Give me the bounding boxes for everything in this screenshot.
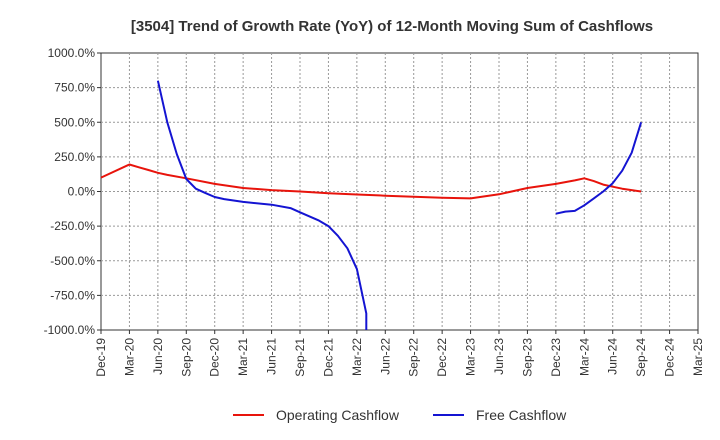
legend: Operating Cashflow Free Cashflow (233, 407, 567, 423)
y-tick-label: 500.0% (54, 115, 95, 129)
x-tick-label: Dec-20 (208, 338, 222, 377)
x-tick-label: Dec-22 (435, 338, 449, 377)
x-tick-label: Dec-19 (94, 338, 108, 377)
x-axis-ticks: Dec-19 Mar-20 Jun-20 Sep-20 Dec-20 Mar-21 Jun-… (94, 330, 705, 377)
y-tick-label: -1000.0% (44, 323, 96, 337)
x-tick-label: Sep-21 (293, 338, 307, 377)
y-tick-label: -500.0% (50, 254, 95, 268)
y-tick-label: 750.0% (54, 81, 95, 95)
y-tick-label: -250.0% (50, 219, 95, 233)
y-tick-label: 0.0% (68, 185, 96, 199)
x-tick-label: Jun-21 (265, 338, 279, 375)
y-tick-label: 1000.0% (48, 46, 96, 60)
series-line (156, 80, 368, 330)
chart-title: [3504] Trend of Growth Rate (YoY) of 12-… (131, 18, 653, 35)
y-axis-ticks: 1000.0% 750.0% 500.0% 250.0% 0.0% -250.0% -500… (44, 46, 101, 337)
y-tick-label: -750.0% (50, 288, 95, 302)
x-tick-label: Dec-24 (663, 338, 677, 377)
x-tick-label: Dec-23 (549, 338, 563, 377)
series-line (100, 163, 642, 200)
x-tick-label: Jun-23 (492, 338, 506, 375)
legend-label: Free Cashflow (476, 407, 567, 423)
x-tick-label: Sep-22 (407, 338, 421, 377)
x-tick-label: Jun-22 (378, 338, 392, 375)
x-tick-label: Sep-20 (179, 338, 193, 377)
gridlines (101, 53, 698, 330)
x-tick-label: Sep-24 (634, 338, 648, 377)
x-tick-label: Mar-25 (691, 338, 705, 376)
x-tick-label: Mar-22 (350, 338, 364, 376)
series-line (555, 122, 643, 215)
legend-label: Operating Cashflow (276, 407, 400, 423)
x-tick-label: Jun-20 (151, 338, 165, 375)
y-tick-label: 250.0% (54, 150, 95, 164)
x-tick-label: Jun-24 (606, 338, 620, 375)
x-tick-label: Mar-24 (577, 338, 591, 376)
x-tick-label: Sep-23 (520, 338, 534, 377)
x-tick-label: Dec-21 (321, 338, 335, 377)
x-tick-label: Mar-21 (236, 338, 250, 376)
series-layer (100, 80, 643, 330)
x-tick-label: Mar-20 (122, 338, 136, 376)
x-tick-label: Mar-23 (464, 338, 478, 376)
